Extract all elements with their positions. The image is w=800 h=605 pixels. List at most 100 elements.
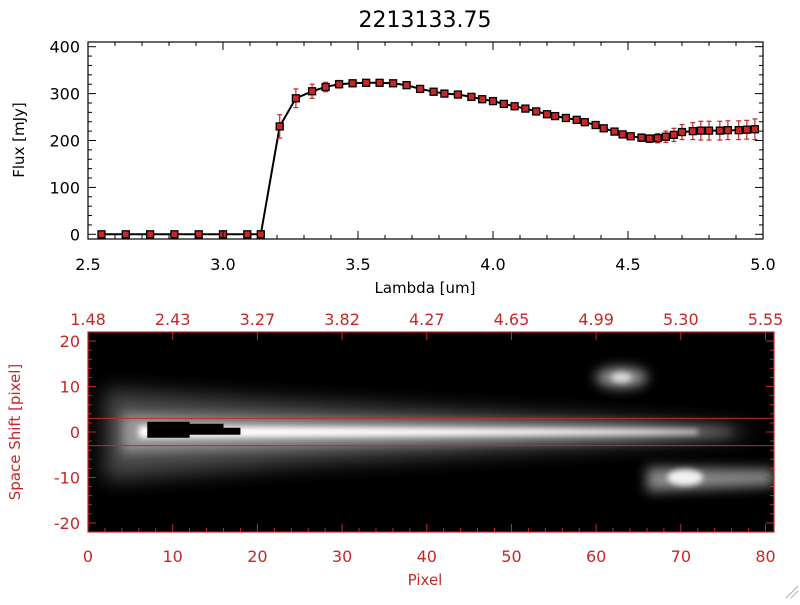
saturated-region xyxy=(147,421,241,438)
image-x-tick-label: 70 xyxy=(671,547,691,566)
spectrum-data-point xyxy=(645,134,654,143)
spectrum-data-point xyxy=(453,90,463,99)
spectrum-data-point xyxy=(742,125,751,134)
spectrum-y-axis-label: Flux [mJy] xyxy=(10,102,28,178)
spectrum-data-point xyxy=(532,107,541,116)
image-x-tick-label: 80 xyxy=(755,547,775,566)
image-x-tick-label: 50 xyxy=(501,547,521,566)
spectrum-y-tick-label: 200 xyxy=(49,132,80,151)
spectrum-data-point xyxy=(170,230,179,239)
spectrum-y-ticks: 0 100 200 300 400 xyxy=(49,38,763,244)
image-top-tick-label: 4.27 xyxy=(409,310,445,329)
image-top-tick-label: 4.65 xyxy=(494,310,530,329)
spectrum-data-point xyxy=(610,127,619,136)
spectrum-data-point xyxy=(307,87,317,96)
image-y-tick-label: 20 xyxy=(60,332,80,351)
spectrum-2d-image xyxy=(88,332,774,532)
spectrum-title: 2213133.75 xyxy=(359,8,492,33)
spectrum-data-point xyxy=(429,87,438,96)
image-y-tick-label: -10 xyxy=(54,468,80,487)
spectrum-data-point xyxy=(256,230,265,239)
spectrum-plot-area xyxy=(97,78,760,239)
lower-source-core xyxy=(667,469,704,486)
spectrum-x-tick-label: 2.5 xyxy=(75,255,100,274)
image-x-tick-label: 0 xyxy=(83,547,93,566)
spectrum-data-point xyxy=(478,95,487,104)
spectrum-data-point xyxy=(734,126,743,135)
spectrum-x-tick-label: 3.5 xyxy=(345,255,370,274)
image-x-tick-label: 30 xyxy=(332,547,352,566)
spectrum-data-point xyxy=(704,126,714,135)
image-y-axis-label: Space Shift [pixel] xyxy=(6,364,24,501)
spectrum-data-point xyxy=(275,122,284,131)
spectrum-data-point xyxy=(361,78,371,87)
spectrum-data-point xyxy=(580,118,589,127)
image-top-tick-label: 2.43 xyxy=(155,310,191,329)
image-y-tick-label: 10 xyxy=(60,378,80,397)
spectrum-data-point xyxy=(121,230,130,239)
spectrum-data-point xyxy=(550,111,560,121)
image-x-tick-label: 20 xyxy=(247,547,267,566)
image-top-tick-label: 4.99 xyxy=(578,310,614,329)
spectrum-data-point xyxy=(499,99,508,109)
image-top-tick-label: 5.30 xyxy=(663,310,699,329)
spectrum-y-tick-label: 100 xyxy=(49,178,80,197)
spectrum-data-point xyxy=(750,125,760,134)
image-wavelength-ticks: 1.48 2.43 3.27 3.82 4.27 4.65 4.99 5.30 5.55 xyxy=(70,310,783,340)
upper-source-core xyxy=(611,372,632,383)
spectrum-x-tick-label: 5.0 xyxy=(750,255,775,274)
spectrum-data-point xyxy=(688,126,697,136)
spectrum-x-tick-label: 4.0 xyxy=(480,255,505,274)
image-x-tick-label: 60 xyxy=(586,547,606,566)
spectrum-data-point xyxy=(321,82,330,92)
resize-grip-icon xyxy=(785,585,799,599)
spectrum-data-point xyxy=(599,124,608,133)
spectrum-data-point xyxy=(402,81,411,90)
spectrum-data-point xyxy=(145,230,155,239)
spectrum-data-point xyxy=(723,126,733,135)
spectrum-data-point xyxy=(653,134,662,143)
spectrum-data-point xyxy=(677,127,687,137)
spectrum-line xyxy=(101,81,755,236)
spectrum-x-axis-label: Lambda [um] xyxy=(375,279,476,297)
spectrum-data-point xyxy=(661,132,670,141)
image-top-tick-label: 3.82 xyxy=(324,310,360,329)
image-top-tick-label: 1.48 xyxy=(70,310,106,329)
trace-core xyxy=(138,426,698,438)
spectrum-x-tick-label: 3.0 xyxy=(210,255,235,274)
spectrum-x-tick-label: 4.5 xyxy=(615,255,640,274)
spectrum-data-point xyxy=(194,230,203,239)
image-x-ticks: 0 10 20 30 40 50 60 70 80 xyxy=(83,524,776,566)
spectrum-data-point xyxy=(375,78,384,87)
image-y-tick-label: -20 xyxy=(54,514,80,533)
spectrum-data-point xyxy=(591,120,600,130)
image-y-tick-label: 0 xyxy=(70,423,80,442)
spectrum-data-point xyxy=(626,132,635,141)
spectrum-data-point xyxy=(637,133,646,142)
spectrum-data-point xyxy=(440,89,449,98)
spectrum-data-point xyxy=(542,110,552,119)
image-y-ticks: 20 10 0 -10 -20 xyxy=(54,331,774,533)
spectrum-data-point xyxy=(561,113,571,123)
spectrum-data-point xyxy=(388,79,398,88)
spectrum-data-point xyxy=(467,92,476,102)
image-top-tick-label: 3.27 xyxy=(240,310,276,329)
spectrum-data-point xyxy=(618,130,627,139)
spectrum-data-point xyxy=(696,126,706,135)
image-x-tick-label: 40 xyxy=(417,547,437,566)
spectrum-y-tick-label: 300 xyxy=(49,85,80,104)
spectrum-data-point xyxy=(488,96,498,106)
spectrum-data-point xyxy=(348,79,357,88)
spectrum-data-point xyxy=(97,230,106,239)
spectrum-data-point xyxy=(510,102,519,111)
image-top-tick-label: 5.55 xyxy=(748,310,784,329)
image-x-axis-label: Pixel xyxy=(408,571,443,589)
spectrum-data-point xyxy=(291,94,301,103)
image-x-tick-label: 10 xyxy=(163,547,183,566)
spectrum-data-point xyxy=(521,104,530,113)
spectrum-data-point xyxy=(715,126,724,135)
spectrum-data-point xyxy=(572,115,581,125)
spectrum-data-point xyxy=(415,84,425,94)
